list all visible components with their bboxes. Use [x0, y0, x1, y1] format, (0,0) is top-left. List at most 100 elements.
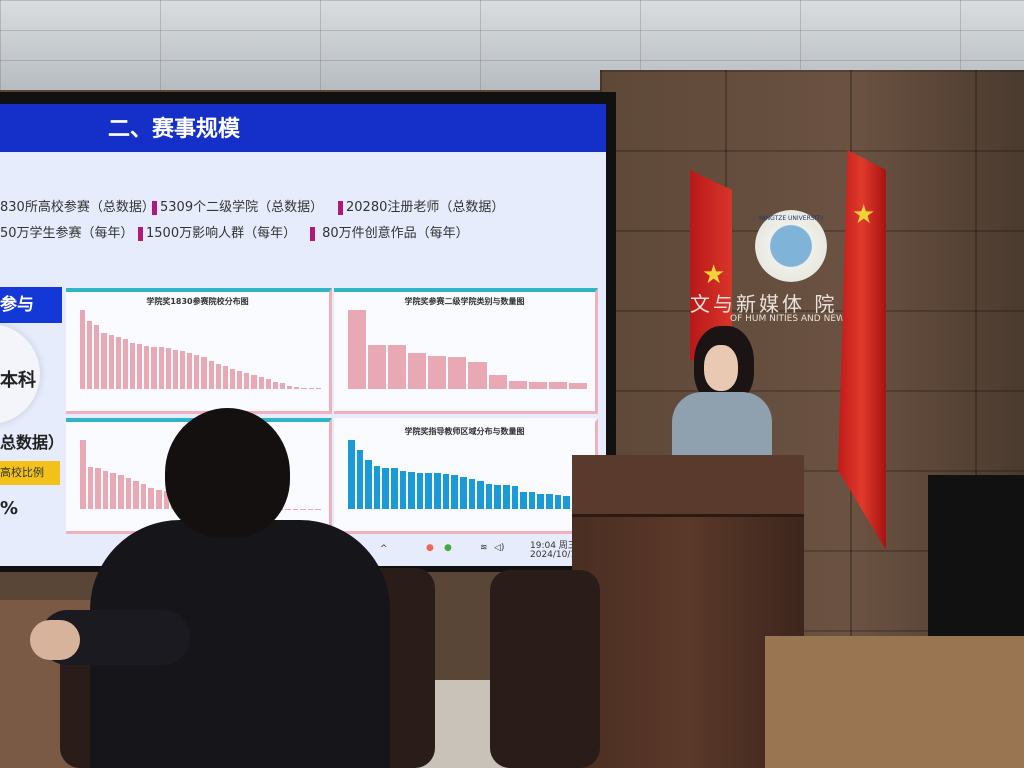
- chair: [490, 570, 600, 768]
- podium-top: [572, 455, 804, 517]
- chart-bar: [229, 368, 236, 389]
- volume-icon[interactable]: ◁): [494, 543, 505, 553]
- chart-bar: [451, 474, 458, 509]
- chart-bar: [137, 343, 143, 389]
- chart-bar: [520, 492, 527, 509]
- chart-title: 学院奖参赛二级学院类别与数量图: [404, 297, 525, 306]
- chart-bar: [368, 344, 387, 389]
- table-right: [765, 636, 1024, 768]
- chart-bar: [115, 337, 121, 389]
- chart-bar: [528, 381, 547, 389]
- chart-bar: [251, 375, 257, 389]
- chart-bar: [122, 339, 128, 389]
- chart-bar: [215, 364, 221, 389]
- stat-schools: 830所高校参赛（总数据）: [0, 200, 155, 215]
- app-icon-green[interactable]: ●: [444, 543, 452, 553]
- chart-bar: [365, 459, 372, 509]
- chart-bar: [80, 440, 86, 509]
- side-ratio-label: 高校比例: [0, 461, 60, 485]
- chart-bar: [494, 484, 501, 509]
- chart-bar: [391, 467, 398, 509]
- speaker-body: [672, 392, 772, 462]
- chart-bar: [315, 387, 321, 389]
- chart-bar: [129, 342, 136, 389]
- chart-bar: [382, 467, 390, 509]
- chart-bar: [356, 450, 364, 509]
- chart-bar: [101, 332, 107, 389]
- chart-bar: [87, 321, 93, 389]
- chart-bar: [537, 493, 545, 509]
- chart-bar: [416, 472, 424, 509]
- chart-bar: [163, 491, 170, 509]
- stat-colleges: 5309个二级学院（总数据）: [152, 196, 323, 215]
- chart-bar: [373, 466, 381, 509]
- chart-bar: [158, 347, 164, 389]
- chart-bar: [563, 495, 570, 509]
- side-total: 总数据）: [0, 433, 65, 452]
- chart-title: 学院奖指导教师区域分布与数量图: [404, 427, 525, 436]
- chart-bar: [237, 370, 243, 389]
- stat-works: 80万件创意作品（每年）: [310, 222, 469, 241]
- clock-date[interactable]: 2024/10/16: [530, 550, 582, 560]
- chart-bar: [301, 387, 307, 389]
- ceiling: [0, 0, 1024, 90]
- app-icon[interactable]: ●: [426, 543, 434, 553]
- side-label-participation: 参与: [0, 287, 62, 323]
- chart-bar: [244, 373, 250, 389]
- chart-bar: [272, 382, 278, 389]
- chart-bar: [468, 362, 487, 389]
- chart-bar: [151, 347, 157, 389]
- chart-bar: [448, 356, 467, 389]
- chart-teacher-regions: 学院奖指导教师区域分布与数量图: [334, 418, 598, 534]
- chart-bar: [258, 376, 264, 389]
- chart-bar: [408, 352, 427, 389]
- side-percent: %: [0, 498, 19, 519]
- chart-bar: [165, 348, 171, 389]
- chart-bar: [568, 382, 587, 389]
- chart-bar: [468, 478, 476, 509]
- chart-bar: [287, 385, 293, 389]
- chart-bar: [179, 350, 186, 389]
- chart-bar: [399, 470, 407, 509]
- chart-title: 学院奖1830参赛院校分布图: [146, 297, 249, 306]
- chart-bar: [144, 346, 150, 389]
- chart-bar: [102, 470, 109, 509]
- chart-bar: [508, 381, 527, 389]
- chart-bar: [125, 478, 132, 509]
- chart-bar: [80, 310, 86, 389]
- wall-sign-english: OF HUM NITIES AND NEW MEDIA: [730, 314, 877, 324]
- chart-bar: [388, 344, 407, 389]
- chart-bar: [108, 334, 114, 389]
- chart-college-categories: 学院奖参赛二级学院类别与数量图: [334, 288, 598, 414]
- speaker-face: [704, 345, 738, 391]
- chart-bar: [554, 494, 562, 509]
- chart-bar: [488, 375, 507, 389]
- chevron-up-icon[interactable]: ^: [380, 544, 388, 554]
- chart-bar: [348, 310, 367, 389]
- chart-bar: [117, 475, 124, 509]
- taskbar: ^ ● ● ≋ ◁) 19:04 周三 2024/10/16: [370, 536, 606, 564]
- slide-title: 二、赛事规模: [0, 104, 606, 152]
- chart-bar: [265, 378, 271, 389]
- clock-time[interactable]: 19:04 周三: [530, 541, 577, 551]
- chart-bar: [502, 484, 510, 509]
- chart-bar: [187, 352, 193, 389]
- stat-teachers: 20280注册老师（总数据）: [338, 196, 504, 215]
- chart-bar: [442, 474, 450, 509]
- chart-bar: [428, 355, 447, 389]
- chart-bar: [140, 484, 147, 509]
- chart-bar: [194, 355, 200, 389]
- listener-head: [165, 408, 290, 538]
- listener-hand: [30, 620, 80, 660]
- chart-bar: [485, 483, 493, 509]
- chart-bar: [208, 360, 214, 389]
- stat-students: 50万学生参赛（每年）: [0, 226, 134, 241]
- wifi-icon[interactable]: ≋: [480, 543, 488, 553]
- chart-bar: [94, 324, 100, 389]
- chart-bar: [222, 366, 228, 389]
- chart-bar: [528, 492, 536, 509]
- chart-bar: [87, 466, 94, 509]
- chart-bar: [201, 357, 207, 389]
- presentation-slide: 二、赛事规模 830所高校参赛（总数据） 5309个二级学院（总数据） 2028…: [0, 104, 606, 566]
- chart-school-distribution: 学院奖1830参赛院校分布图: [66, 288, 332, 414]
